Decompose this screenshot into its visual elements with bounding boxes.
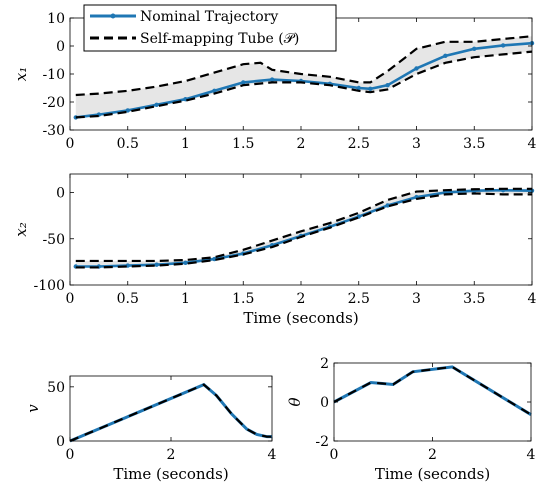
ytick-label-x2-0: -100 [34, 278, 65, 294]
ylabel-x1: x₁ [12, 67, 30, 81]
legend-label-nominal: Nominal Trajectory [140, 9, 278, 25]
series-theta-tube [333, 365, 532, 416]
ytick-label-v-0: 0 [56, 434, 65, 450]
xtick-label-x1-6: 3 [412, 136, 421, 152]
chart-x2: 0 0.5 1 1.5 2 2.5 3 3.5 4 -100 -50 0 x₂ Time (seconds… [12, 173, 537, 327]
series-x1-tube-lower [75, 50, 533, 119]
xtick-label-x1-7: 3.5 [463, 136, 485, 152]
legend-label-tube: Self-mapping Tube (𝒫) [140, 31, 299, 47]
xtick-label-x2-8: 4 [528, 291, 537, 307]
xtick-label-x2-6: 3 [412, 291, 421, 307]
xtick-label-x2-3: 1.5 [232, 291, 254, 307]
ytick-label-theta-1: 0 [320, 395, 329, 411]
xtick-label-x1-4: 2 [297, 136, 306, 152]
xtick-label-theta-0: 0 [330, 447, 339, 463]
xtick-label-x1-2: 1 [181, 136, 190, 152]
legend-marker-nominal [110, 13, 116, 19]
legend: Nominal Trajectory Self-mapping Tube (𝒫) [83, 4, 337, 52]
point-x1-6 [241, 80, 246, 85]
series-v-tube [69, 383, 272, 443]
point-x2-4 [183, 260, 188, 265]
ytick-label-theta-0: -2 [315, 434, 329, 450]
series-x2-tube-lower [75, 192, 532, 269]
point-x1-16 [500, 43, 506, 48]
legend-box [83, 4, 337, 52]
ytick-label-x2-2: 0 [56, 186, 65, 202]
ylabel-x2: x₂ [12, 222, 30, 236]
xlabel-v: Time (seconds) [113, 465, 228, 483]
ytick-label-v-1: 50 [47, 380, 65, 396]
ylabel-v: v [24, 404, 42, 413]
ytick-label-x1-2: -10 [42, 67, 65, 83]
xtick-label-theta-1: 2 [428, 447, 437, 463]
point-x1-5 [212, 88, 217, 94]
xtick-label-v-1: 2 [167, 447, 176, 463]
series-x1-nominal [75, 41, 533, 119]
xtick-label-v-2: 4 [268, 447, 277, 463]
ytick-label-theta-2: 2 [320, 356, 329, 372]
point-x1-13 [414, 66, 419, 71]
ytick-label-x1-3: 0 [56, 39, 65, 55]
ytick-label-x1-0: -30 [42, 123, 65, 139]
xtick-label-x2-7: 3.5 [463, 291, 485, 307]
plot-area-theta [334, 363, 531, 441]
ytick-label-x1-1: -20 [42, 95, 65, 111]
ytick-label-x1-4: 10 [47, 11, 65, 27]
point-x1-2 [125, 108, 130, 113]
point-x2-5 [212, 256, 217, 262]
series-x1-tube-upper [75, 35, 533, 97]
point-x1-15 [472, 46, 477, 51]
xlabel-x2: Time (seconds) [243, 309, 358, 327]
xtick-label-x2-0: 0 [66, 291, 75, 307]
xtick-label-x1-1: 0.5 [117, 136, 139, 152]
xtick-label-x2-1: 0.5 [117, 291, 139, 307]
xtick-label-theta-2: 4 [527, 447, 536, 463]
xtick-label-x1-3: 1.5 [232, 136, 254, 152]
xtick-label-x2-4: 2 [297, 291, 306, 307]
ylabel-theta: θ [286, 397, 304, 406]
point-x1-3 [154, 102, 159, 108]
plot-area-v [70, 376, 272, 441]
series-x2-tube-upper [75, 187, 532, 263]
point-x1-7 [269, 77, 275, 82]
point-x2-3 [154, 262, 159, 267]
xlabel-theta: Time (seconds) [375, 465, 490, 483]
ytick-label-x2-1: -50 [42, 232, 65, 248]
point-x1-14 [443, 53, 448, 58]
xtick-label-x1-0: 0 [66, 136, 75, 152]
point-x2-11 [385, 203, 390, 208]
chart-v: 0 2 4 0 50 v Time (seconds) [24, 375, 277, 483]
xtick-label-x2-5: 2.5 [348, 291, 370, 307]
xtick-label-x1-8: 4 [528, 136, 537, 152]
xtick-label-v-0: 0 [66, 447, 75, 463]
point-x1-12 [385, 83, 390, 88]
point-x1-11 [368, 86, 373, 92]
xtick-label-x2-2: 1 [181, 291, 190, 307]
point-x1-10 [356, 85, 361, 91]
xtick-label-x1-5: 2.5 [348, 136, 370, 152]
